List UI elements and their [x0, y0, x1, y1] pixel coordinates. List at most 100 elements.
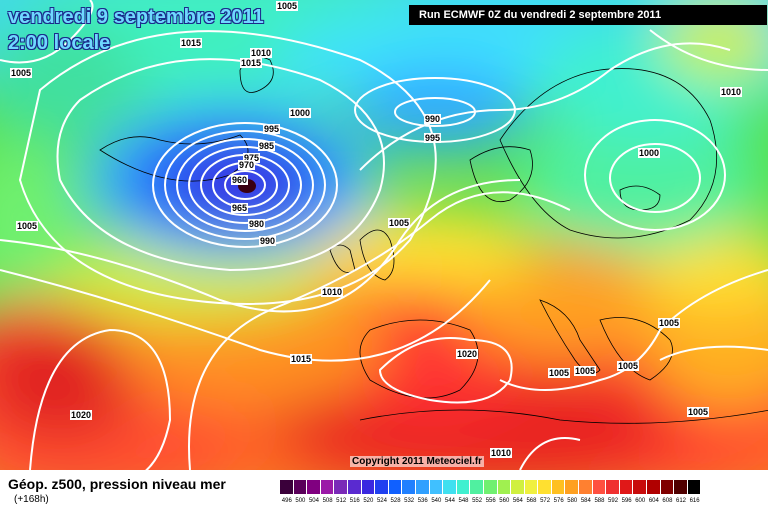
scale-tick-label: 612 — [676, 498, 687, 504]
isobar-label: 965 — [231, 203, 249, 213]
scale-swatch — [674, 480, 688, 494]
legend-title: Géop. z500, pression niveau mer — [8, 476, 226, 492]
scale-tick-label: 524 — [376, 498, 387, 504]
scale-swatch — [293, 480, 308, 494]
scale-tick-label: 532 — [404, 498, 415, 504]
scale-tick-label: 504 — [308, 498, 319, 504]
scale-swatch — [619, 480, 634, 494]
isobar-label: 1005 — [658, 318, 681, 328]
scale-tick-label: 548 — [458, 498, 469, 504]
scale-tick-label: 592 — [608, 498, 619, 504]
scale-tick-label: 552 — [472, 498, 483, 504]
isobar-label: 1005 — [276, 1, 299, 11]
scale-tick-label: 588 — [594, 498, 605, 504]
scale-swatch — [524, 480, 539, 494]
weather-map: vendredi 9 septembre 2011 2:00 locale Ru… — [0, 0, 768, 470]
isobar-label: 990 — [259, 236, 277, 246]
scale-swatch — [307, 480, 321, 494]
forecast-time: 2:00 locale — [8, 32, 111, 54]
scale-tick-label: 508 — [322, 498, 333, 504]
scale-tick-label: 572 — [540, 498, 551, 504]
scale-tick-label: 600 — [635, 498, 646, 504]
scale-swatch — [415, 480, 430, 494]
isobar-label: 970 — [238, 160, 256, 170]
scale-tick-label: 568 — [526, 498, 537, 504]
scale-tick-label: 560 — [499, 498, 510, 504]
isobar-label: 1015 — [180, 38, 203, 48]
scale-swatch — [361, 480, 376, 494]
isobar-label: 1005 — [548, 368, 571, 378]
scale-swatch — [579, 480, 593, 494]
forecast-date: vendredi 9 septembre 2011 — [8, 6, 264, 28]
scale-swatch — [347, 480, 362, 494]
scale-swatch — [606, 480, 620, 494]
isobar-label: 990 — [424, 114, 442, 124]
isobar-label: 1020 — [456, 349, 479, 359]
isobar-label: 995 — [263, 124, 281, 134]
scale-tick-label: 516 — [349, 498, 360, 504]
color-field — [0, 0, 768, 470]
scale-swatch — [443, 480, 457, 494]
scale-tick-label: 520 — [363, 498, 374, 504]
scale-swatch — [456, 480, 471, 494]
scale-tick-label: 584 — [580, 498, 591, 504]
isobar-label: 1020 — [70, 410, 93, 420]
scale-tick-label: 564 — [512, 498, 523, 504]
scale-swatch — [375, 480, 389, 494]
isobar-label: 1005 — [617, 361, 640, 371]
scale-tick-label: 544 — [444, 498, 455, 504]
isobar-label: 1005 — [10, 68, 33, 78]
scale-swatch — [280, 480, 294, 494]
scale-swatch — [334, 480, 348, 494]
scale-swatch — [483, 480, 498, 494]
scale-swatch — [470, 480, 484, 494]
scale-tick-label: 500 — [295, 498, 306, 504]
scale-swatch — [647, 480, 661, 494]
isobar-label: 1010 — [250, 48, 273, 58]
isobar-label: 975 — [243, 153, 261, 163]
scale-tick-label: 536 — [417, 498, 428, 504]
isobar-label: 1010 — [321, 287, 344, 297]
isobar-label: 1010 — [490, 448, 513, 458]
scale-swatch — [592, 480, 607, 494]
isobar-label: 1015 — [240, 58, 263, 68]
scale-swatch — [538, 480, 552, 494]
isobar-label: 1005 — [574, 366, 597, 376]
scale-swatch — [320, 480, 335, 494]
isobar-label: 985 — [258, 141, 276, 151]
scale-tick-label: 580 — [567, 498, 578, 504]
scale-tick-label: 596 — [621, 498, 632, 504]
scale-tick-label: 608 — [662, 498, 673, 504]
scale-swatch — [687, 480, 702, 494]
scale-tick-label: 512 — [336, 498, 347, 504]
color-scale-labels: 496 500 504 508 512 516 520 524 528 532 536 540 544 5… — [280, 498, 701, 504]
geopotential-field — [0, 0, 768, 470]
scale-swatch — [633, 480, 648, 494]
scale-swatch — [551, 480, 566, 494]
scale-swatch — [402, 480, 416, 494]
isobar-label: 995 — [424, 133, 442, 143]
scale-tick-label: 528 — [390, 498, 401, 504]
scale-tick-label: 540 — [431, 498, 442, 504]
isobar-label: 1010 — [720, 87, 743, 97]
model-run-label: Run ECMWF 0Z du vendredi 2 septembre 201… — [409, 5, 767, 25]
isobar-label: 1005 — [388, 218, 411, 228]
isobar-label: 1005 — [16, 221, 39, 231]
scale-tick-label: 576 — [553, 498, 564, 504]
legend-subtitle: (+168h) — [14, 494, 49, 505]
scale-swatch — [565, 480, 580, 494]
scale-swatch — [511, 480, 525, 494]
copyright-text: Copyright 2011 Meteociel.fr — [350, 456, 485, 467]
scale-tick-label: 496 — [281, 498, 292, 504]
color-scale — [280, 480, 702, 494]
isobar-label: 960 — [231, 175, 249, 185]
isobar-label: 1000 — [638, 148, 661, 158]
scale-tick-label: 604 — [648, 498, 659, 504]
scale-swatch — [388, 480, 403, 494]
scale-swatch — [497, 480, 512, 494]
isobar-label: 1015 — [290, 354, 313, 364]
scale-swatch — [660, 480, 675, 494]
scale-swatch — [429, 480, 444, 494]
isobar-label: 1000 — [289, 108, 312, 118]
scale-tick-label: 556 — [485, 498, 496, 504]
